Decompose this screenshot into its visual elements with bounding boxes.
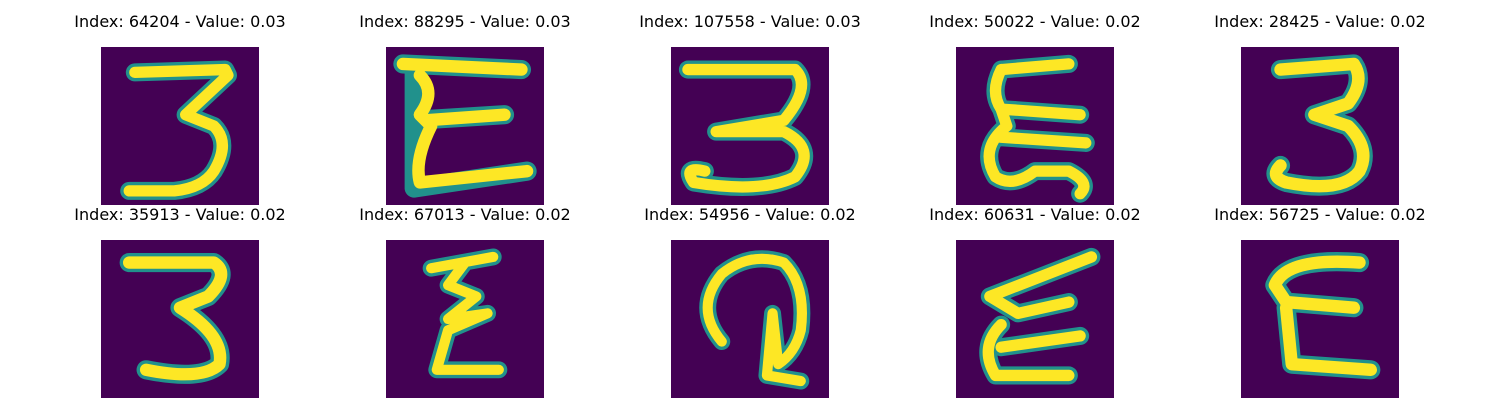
- panel-28425: Index: 28425 - Value: 0.02: [1200, 12, 1440, 205]
- digit-image: [101, 47, 259, 205]
- panel-title: Index: 50022 - Value: 0.02: [929, 12, 1141, 31]
- panel-title: Index: 88295 - Value: 0.03: [359, 12, 571, 31]
- digit-image: [956, 47, 1114, 205]
- digit-image: [1241, 240, 1399, 398]
- digit-image: [671, 47, 829, 205]
- panel-56725: Index: 56725 - Value: 0.02: [1200, 205, 1440, 398]
- panel-title: Index: 60631 - Value: 0.02: [929, 205, 1141, 224]
- panel-67013: Index: 67013 - Value: 0.02: [345, 205, 585, 398]
- panel-title: Index: 67013 - Value: 0.02: [359, 205, 571, 224]
- digit-image: [671, 240, 829, 398]
- digit-image: [386, 240, 544, 398]
- panel-107558: Index: 107558 - Value: 0.03: [630, 12, 870, 205]
- digit-image: [1241, 47, 1399, 205]
- panel-50022: Index: 50022 - Value: 0.02: [915, 12, 1155, 205]
- panel-title: Index: 107558 - Value: 0.03: [639, 12, 861, 31]
- panel-title: Index: 28425 - Value: 0.02: [1214, 12, 1426, 31]
- panel-88295: Index: 88295 - Value: 0.03: [345, 12, 585, 205]
- panel-title: Index: 35913 - Value: 0.02: [74, 205, 286, 224]
- panel-54956: Index: 54956 - Value: 0.02: [630, 205, 870, 398]
- panel-60631: Index: 60631 - Value: 0.02: [915, 205, 1155, 398]
- panel-35913: Index: 35913 - Value: 0.02: [60, 205, 300, 398]
- digit-image: [101, 240, 259, 398]
- panel-title: Index: 64204 - Value: 0.03: [74, 12, 286, 31]
- panel-64204: Index: 64204 - Value: 0.03: [60, 12, 300, 205]
- digit-image: [956, 240, 1114, 398]
- panel-title: Index: 54956 - Value: 0.02: [644, 205, 856, 224]
- panel-title: Index: 56725 - Value: 0.02: [1214, 205, 1426, 224]
- digit-image: [386, 47, 544, 205]
